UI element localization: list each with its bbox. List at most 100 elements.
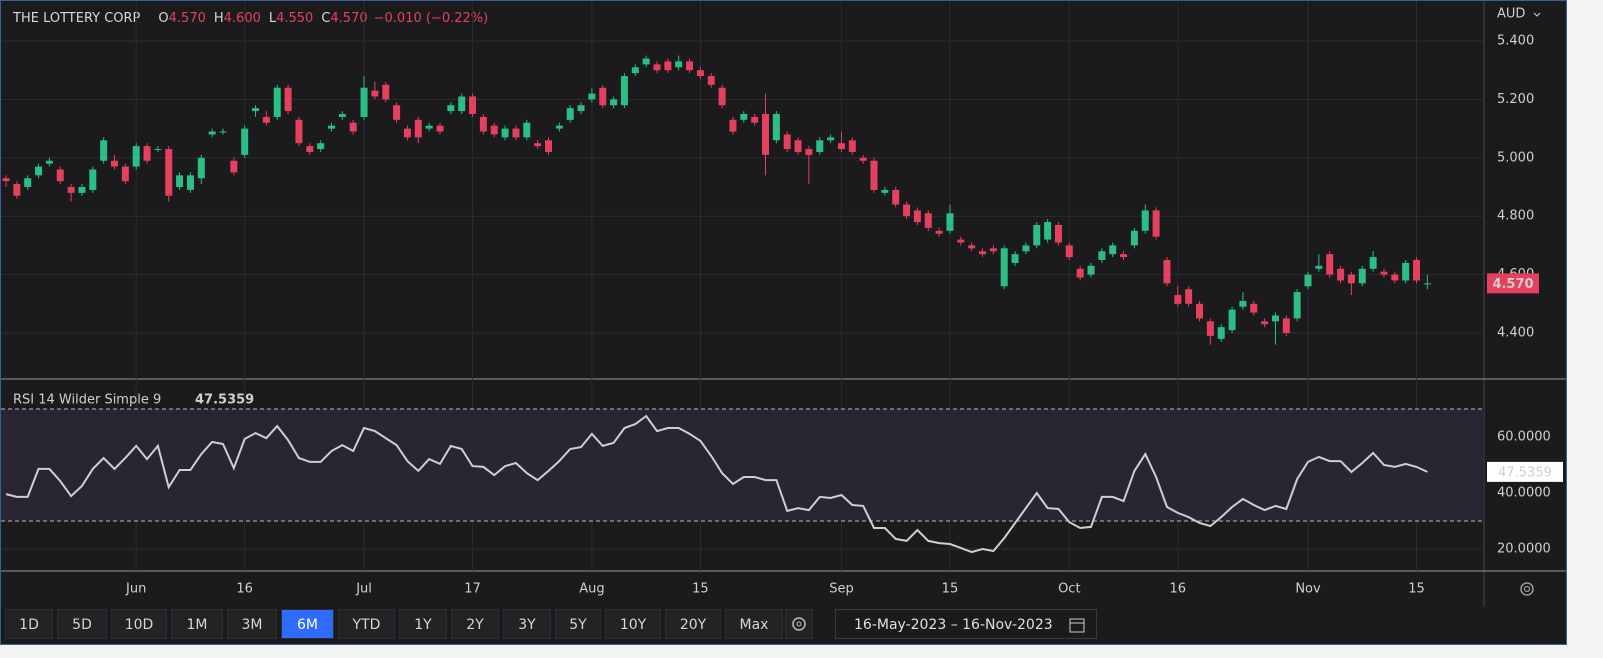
candle-body: [979, 251, 987, 255]
settings-icon[interactable]: [1520, 582, 1534, 596]
candle-body: [1076, 268, 1084, 278]
candle-body: [1022, 245, 1030, 252]
range-button[interactable]: 5D: [57, 609, 107, 639]
range-button[interactable]: 20Y: [665, 609, 721, 639]
header-field: 4.600: [224, 11, 261, 26]
candle-body: [67, 187, 75, 193]
candle-body: [588, 93, 596, 100]
candle-body: [1337, 268, 1345, 281]
range-button[interactable]: 1M: [171, 609, 223, 639]
candle-body: [295, 119, 303, 144]
candle-body: [653, 64, 661, 71]
candle-body: [219, 131, 227, 133]
chart: THE LOTTERY CORP O4.570 H4.600 L4.550 C4.570…: [1, 1, 1566, 607]
candle-body: [45, 160, 53, 164]
range-button[interactable]: 10Y: [605, 609, 661, 639]
candle-body: [664, 61, 672, 71]
candle-body: [382, 84, 390, 100]
range-button[interactable]: 3Y: [503, 609, 551, 639]
header-field: THE LOTTERY CORP: [12, 11, 141, 26]
candle-body: [501, 128, 509, 138]
date-range[interactable]: 16-May-2023 – 16-Nov-2023: [835, 609, 1097, 639]
x-tick-label: 17: [464, 582, 481, 597]
y-tick-label: 60.0000: [1497, 429, 1551, 444]
candle-body: [675, 61, 683, 68]
icon-part: [1069, 618, 1085, 633]
candle-body: [121, 166, 129, 182]
candle-body: [469, 96, 477, 115]
range-button[interactable]: 1Y: [399, 609, 447, 639]
candle-body: [447, 105, 455, 112]
candle-body: [892, 189, 900, 205]
candle-body: [783, 134, 791, 150]
settings-button[interactable]: [785, 609, 813, 639]
y-tick-label: 5.000: [1497, 150, 1534, 165]
candle-body: [718, 87, 726, 106]
candle-body: [165, 149, 173, 196]
last-price-label: 4.570: [1492, 277, 1533, 292]
candle-body: [848, 140, 856, 152]
candle-body: [1087, 265, 1095, 275]
range-button[interactable]: YTD: [338, 609, 395, 639]
x-tick-label: Oct: [1058, 582, 1080, 597]
candle-body: [176, 175, 184, 188]
candle-body: [1250, 303, 1258, 313]
y-tick-label: 5.200: [1497, 92, 1534, 107]
toolbar: 16-May-2023 – 16-Nov-2023 1D 5D 10D 1M 3M 6M Y…: [1, 607, 1566, 643]
candle-body: [327, 125, 335, 129]
candle-body: [599, 87, 607, 106]
candle-body: [707, 76, 715, 85]
last-value-label: 47.5359: [1498, 465, 1552, 480]
candle-body: [479, 116, 487, 132]
header-field: −0.010 (−0.22%): [374, 11, 489, 26]
candle-body: [273, 87, 281, 117]
candle-body: [989, 248, 997, 252]
candle-body: [794, 140, 802, 152]
candle-body: [610, 99, 618, 106]
candle-body: [1413, 260, 1421, 281]
candle-body: [957, 239, 965, 243]
currency-caret: [1533, 12, 1541, 17]
candle-body: [13, 184, 21, 196]
candle-body: [1358, 268, 1366, 284]
range-button[interactable]: 5Y: [555, 609, 601, 639]
range-button[interactable]: 1D: [5, 609, 53, 639]
candle-body: [1044, 222, 1052, 240]
range-button[interactable]: 3M: [227, 609, 277, 639]
candle-body: [686, 61, 694, 71]
header-field: 4.550: [276, 11, 313, 26]
range-button[interactable]: Max: [725, 609, 783, 639]
candle-body: [631, 67, 639, 74]
candle-body: [317, 143, 325, 150]
header-field: 4.570: [330, 11, 367, 26]
last-value-box: [1487, 461, 1563, 482]
indicator-title: RSI 14 Wilder Simple 9: [13, 393, 161, 408]
range-button[interactable]: 10D: [111, 609, 167, 639]
candle-body: [89, 169, 97, 190]
candle-body: [35, 166, 43, 176]
icon-part: [796, 621, 802, 627]
icon-part: [1523, 585, 1531, 593]
candle-body: [262, 116, 270, 123]
candle-body: [924, 213, 932, 228]
y-tick-label: 5.400: [1497, 34, 1534, 49]
candle-body: [1000, 248, 1008, 287]
y-tick-label: 20.0000: [1497, 541, 1551, 556]
range-button[interactable]: 2Y: [451, 609, 499, 639]
candle-body: [642, 58, 650, 65]
x-tick-label: 15: [692, 582, 709, 597]
candle-body: [1261, 321, 1269, 325]
range-button[interactable]: 6M: [281, 609, 334, 639]
candle-body: [1011, 254, 1019, 263]
candle-body: [1065, 245, 1073, 258]
y-tick-label: 4.400: [1497, 326, 1534, 341]
x-tick-label: Jul: [355, 582, 372, 597]
candle-body: [762, 114, 770, 155]
candle-body: [56, 169, 64, 182]
candle-body: [805, 149, 813, 155]
candle-body: [1109, 245, 1117, 255]
calendar-icon: [1069, 618, 1085, 633]
y-tick-label: 40.0000: [1497, 485, 1551, 500]
candle-body: [935, 230, 943, 234]
candle-body: [1130, 230, 1138, 246]
